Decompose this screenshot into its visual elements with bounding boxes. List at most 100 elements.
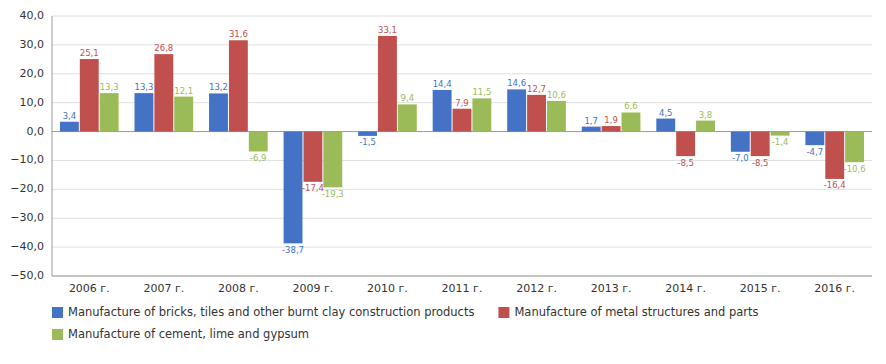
bar (771, 132, 790, 136)
bar (602, 126, 621, 131)
data-label: 13,3 (100, 82, 119, 92)
x-tick-label: 2016 г. (814, 282, 855, 295)
bar (622, 112, 641, 131)
bar (284, 132, 303, 244)
bar (209, 93, 228, 131)
bar (100, 93, 119, 131)
y-tick-label: 10,0 (20, 96, 45, 109)
legend-swatch (498, 307, 509, 318)
legend-swatch (52, 307, 63, 318)
bar (60, 122, 79, 132)
grid-line (52, 189, 872, 190)
grid-line (52, 218, 872, 219)
bar (249, 132, 268, 152)
grid-line (52, 247, 872, 248)
data-label: -16,4 (824, 180, 846, 190)
bar (303, 132, 322, 182)
data-label: 26,8 (154, 43, 173, 53)
bar (80, 59, 99, 132)
bar (696, 121, 715, 132)
y-tick-label: 40,0 (20, 9, 45, 22)
data-label: 13,3 (134, 82, 153, 92)
data-label: 13,2 (209, 82, 228, 92)
data-label: -10,6 (844, 164, 866, 174)
bar (751, 132, 770, 157)
bar (582, 127, 601, 132)
bars (60, 36, 864, 243)
chart: −50,0−40,0−30,0−20,0−10,00,010,020,030,0… (0, 0, 886, 364)
legend-swatch (52, 329, 63, 340)
x-tick-label: 2007 г. (143, 282, 184, 295)
bar (507, 89, 526, 131)
data-label: 3,8 (699, 110, 713, 120)
bar (358, 132, 377, 136)
bar (398, 104, 417, 131)
x-tick-label: 2009 г. (293, 282, 334, 295)
x-axis: 2006 г.2007 г.2008 г.2009 г.2010 г.2011 … (69, 282, 855, 295)
legend-label: Manufacture of cement, lime and gypsum (68, 327, 309, 341)
bar (676, 132, 695, 157)
y-tick-label: −10,0 (10, 153, 44, 166)
y-axis-line (52, 16, 53, 276)
data-label: 14,6 (507, 78, 526, 88)
data-label: -6,9 (250, 153, 267, 163)
data-label: 31,6 (229, 29, 248, 39)
x-tick-label: 2014 г. (665, 282, 706, 295)
data-label: -17,4 (302, 183, 324, 193)
data-label: 12,7 (527, 84, 546, 94)
bar (472, 98, 491, 131)
legend-item: Manufacture of metal structures and part… (498, 305, 758, 319)
data-labels: 3,413,313,2-38,7-1,514,414,61,74,5-7,0-4… (63, 25, 866, 255)
data-label: 33,1 (378, 25, 397, 35)
legend: Manufacture of bricks, tiles and other b… (52, 305, 759, 341)
grid (52, 16, 872, 276)
data-label: 1,9 (604, 115, 618, 125)
y-axis: −50,0−40,0−30,0−20,0−10,00,010,020,030,0… (10, 9, 52, 282)
y-tick-label: −20,0 (10, 182, 44, 195)
x-tick-label: 2012 г. (516, 282, 557, 295)
y-tick-label: −50,0 (10, 269, 44, 282)
data-label: -1,4 (772, 137, 789, 147)
bar (656, 119, 675, 132)
bar (323, 132, 342, 188)
y-tick-label: −30,0 (10, 211, 44, 224)
x-tick-label: 2010 г. (367, 282, 408, 295)
x-tick-label: 2008 г. (218, 282, 259, 295)
grid-line (52, 73, 872, 74)
bar (527, 95, 546, 132)
data-label: -1,5 (359, 137, 376, 147)
legend-label: Manufacture of bricks, tiles and other b… (68, 305, 474, 319)
bar (229, 40, 248, 131)
bar (731, 132, 750, 152)
data-label: 9,4 (401, 93, 415, 103)
grid-line (52, 44, 872, 45)
data-label: 12,1 (174, 86, 193, 96)
data-label: -8,5 (677, 158, 694, 168)
legend-item: Manufacture of cement, lime and gypsum (52, 327, 309, 341)
data-label: 1,7 (584, 116, 598, 126)
x-axis-line (52, 276, 872, 277)
data-label: 6,6 (624, 101, 638, 111)
data-label: 11,5 (472, 87, 491, 97)
data-label: 14,4 (433, 79, 452, 89)
bar (845, 132, 864, 163)
data-label: -7,0 (732, 153, 749, 163)
bar (135, 93, 154, 131)
data-label: -4,7 (807, 147, 824, 157)
bar (433, 90, 452, 132)
data-label: 4,5 (659, 108, 673, 118)
data-label: 25,1 (80, 48, 99, 58)
y-tick-label: 30,0 (20, 38, 45, 51)
y-tick-label: 0,0 (27, 125, 45, 138)
x-tick-label: 2013 г. (591, 282, 632, 295)
grid-line (52, 276, 872, 277)
bar (805, 132, 824, 146)
y-tick-label: 20,0 (20, 67, 45, 80)
bar (378, 36, 397, 132)
bar (825, 132, 844, 179)
data-label: -8,5 (752, 158, 769, 168)
bar (453, 109, 472, 132)
x-tick-label: 2006 г. (69, 282, 110, 295)
data-label: 10,6 (547, 90, 566, 100)
grid-line (52, 160, 872, 161)
